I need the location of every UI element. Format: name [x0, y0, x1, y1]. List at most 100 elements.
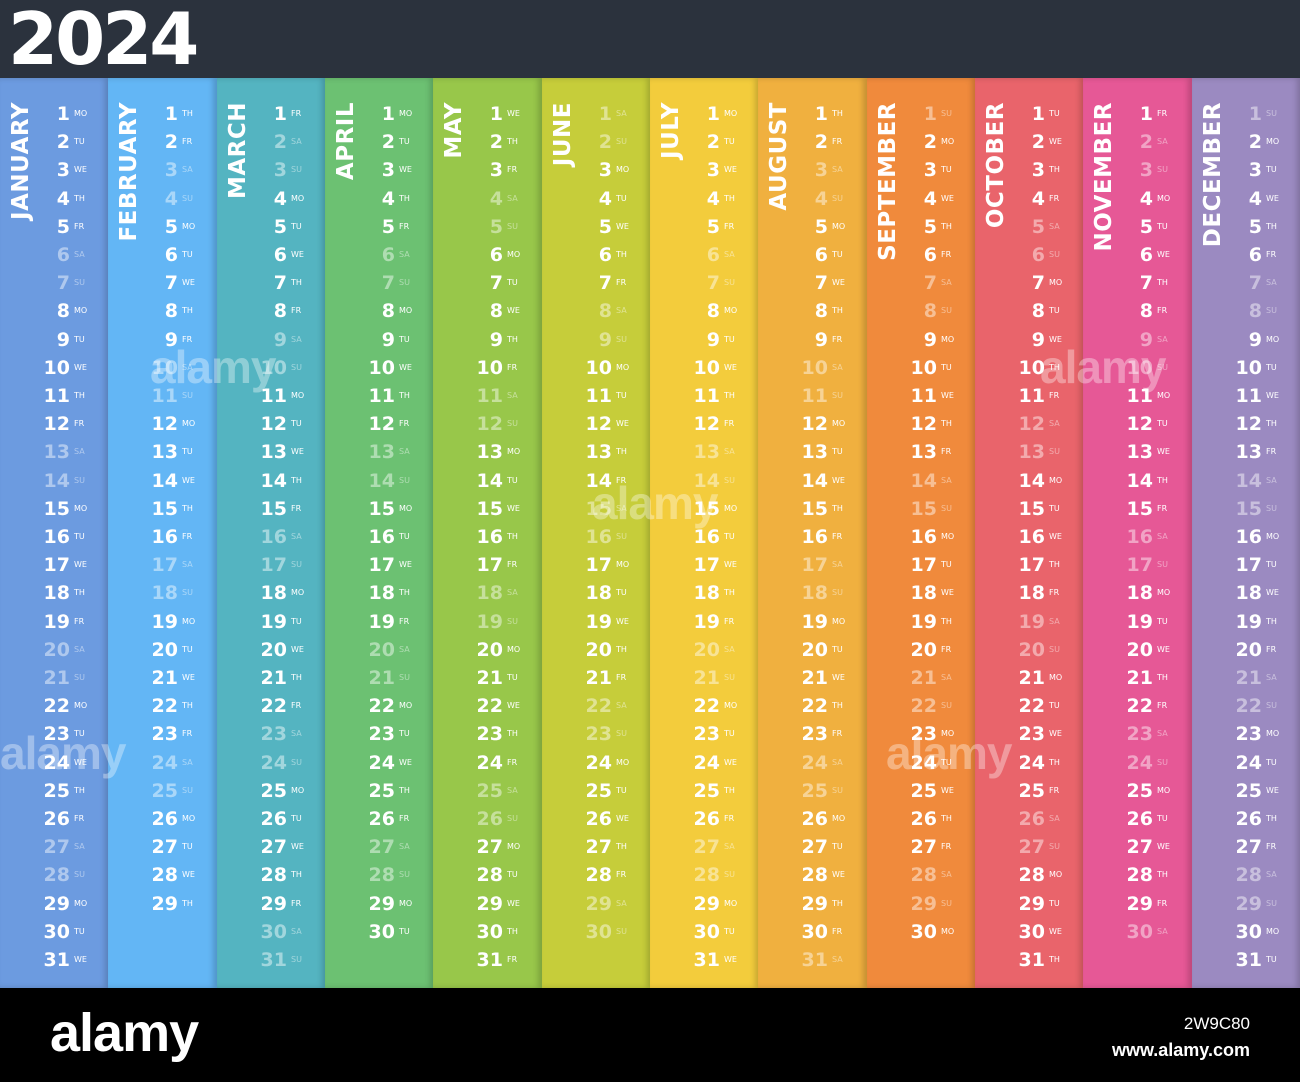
weekday-label: MO — [1049, 870, 1063, 880]
day-cell: 11 FR — [975, 382, 1083, 410]
weekday-label: SA — [724, 447, 735, 457]
weekday-label: MO — [616, 362, 630, 372]
day-cell: 12 TH — [867, 410, 975, 438]
weekday-label: SU — [616, 532, 627, 541]
weekday-label: WE — [941, 588, 954, 598]
day-cell: 13 SU — [975, 438, 1083, 466]
weekday-label: TU — [724, 334, 735, 344]
day-cell: 10 FR — [433, 354, 541, 382]
weekday-label: SA — [399, 447, 410, 457]
weekday-label: FR — [724, 419, 735, 429]
day-number: 13 — [476, 441, 503, 464]
weekday-label: SU — [941, 701, 952, 711]
weekday-label: SA — [74, 250, 85, 259]
day-number: 25 — [1018, 779, 1045, 802]
day-cell: 11 SU — [108, 382, 216, 410]
day-cell: 28 SU — [325, 861, 433, 889]
day-number: 13 — [151, 441, 178, 464]
day-number: 14 — [1126, 469, 1153, 492]
weekday-label: SU — [1049, 447, 1060, 457]
weekday-label: MO — [507, 250, 521, 259]
weekday-label: TH — [291, 475, 302, 485]
day-cell: 15 WE — [433, 495, 541, 523]
day-number: 15 — [476, 497, 503, 520]
day-number: 28 — [476, 864, 503, 887]
weekday-label: SA — [724, 644, 735, 654]
day-cell: 18 TH — [0, 579, 108, 607]
day-cell: 7 SA — [867, 269, 975, 297]
day-cell: 30 MO — [867, 918, 975, 946]
weekday-label: TH — [1157, 870, 1168, 880]
day-cell: 8 FR — [1083, 297, 1191, 325]
day-number: 17 — [151, 554, 178, 577]
day-cell: 12 TH — [1192, 410, 1300, 438]
day-number: 6 — [1031, 244, 1045, 266]
day-number: 6 — [489, 244, 503, 266]
weekday-label: SU — [1049, 644, 1060, 654]
weekday-label: SA — [507, 193, 518, 203]
weekday-label: TU — [724, 532, 735, 541]
day-number: 4 — [489, 187, 503, 210]
weekday-label: TU — [724, 729, 735, 739]
day-number: 19 — [585, 610, 612, 633]
day-number: 8 — [381, 300, 395, 323]
day-cell: 16 MO — [1192, 523, 1300, 551]
day-cell: 19 MO — [758, 608, 866, 636]
day-number: 12 — [43, 413, 70, 436]
day-cell: 14 SU — [0, 467, 108, 495]
day-number: 10 — [476, 356, 503, 379]
day-number: 28 — [693, 864, 720, 887]
day-number: 8 — [273, 300, 287, 323]
weekday-label: SA — [832, 955, 843, 964]
day-number: 30 — [1235, 920, 1262, 943]
day-number: 11 — [1126, 385, 1153, 407]
day-cell: 17 TH — [975, 551, 1083, 579]
day-cell: 14 MO — [975, 467, 1083, 495]
day-number: 2 — [598, 131, 612, 154]
day-cell: 26 TU — [217, 805, 325, 833]
day-number: 23 — [910, 723, 937, 746]
weekday-label: TU — [616, 193, 627, 203]
day-number: 11 — [910, 385, 937, 407]
day-cell: 20 MO — [433, 636, 541, 664]
day-number: 26 — [368, 808, 395, 830]
weekday-label: SA — [1266, 475, 1277, 485]
weekday-label: SA — [832, 757, 843, 767]
weekday-label: TH — [941, 814, 952, 823]
day-number: 14 — [260, 469, 287, 492]
day-number: 17 — [801, 554, 828, 577]
weekday-label: SA — [941, 870, 952, 880]
day-cell: 29 MO — [325, 890, 433, 918]
day-cell: 15 SA — [542, 495, 650, 523]
day-cell: 24 WE — [325, 749, 433, 777]
day-cell: 1 MO — [325, 100, 433, 128]
weekday-label: SA — [399, 842, 410, 852]
day-number: 7 — [1031, 272, 1045, 295]
day-cell: 7 SU — [650, 269, 758, 297]
weekday-label: MO — [832, 814, 846, 823]
weekday-label: MO — [616, 560, 630, 570]
day-number: 21 — [693, 667, 720, 689]
day-number: 27 — [801, 836, 828, 859]
day-cell: 24 SA — [108, 749, 216, 777]
day-cell: 22 WE — [433, 692, 541, 720]
day-number: 30 — [910, 920, 937, 943]
day-number: 5 — [489, 215, 503, 238]
day-cell: 24 TU — [867, 749, 975, 777]
weekday-label: FR — [291, 306, 302, 316]
day-cell: 18 SA — [433, 579, 541, 607]
day-number: 25 — [585, 779, 612, 802]
weekday-label: FR — [941, 644, 952, 654]
day-number: 29 — [368, 892, 395, 915]
day-cell: 23 FR — [758, 720, 866, 748]
day-cell: 22 TH — [758, 692, 866, 720]
weekday-label: WE — [832, 278, 845, 288]
weekday-label: TU — [832, 644, 843, 654]
weekday-label: TH — [616, 447, 627, 457]
day-cell: 9 TU — [650, 326, 758, 354]
weekday-label: FR — [832, 532, 843, 541]
day-cell: 1 TH — [108, 100, 216, 128]
day-cell: 6 FR — [1192, 241, 1300, 269]
weekday-label: TU — [1157, 814, 1168, 823]
day-cell: 26 FR — [325, 805, 433, 833]
